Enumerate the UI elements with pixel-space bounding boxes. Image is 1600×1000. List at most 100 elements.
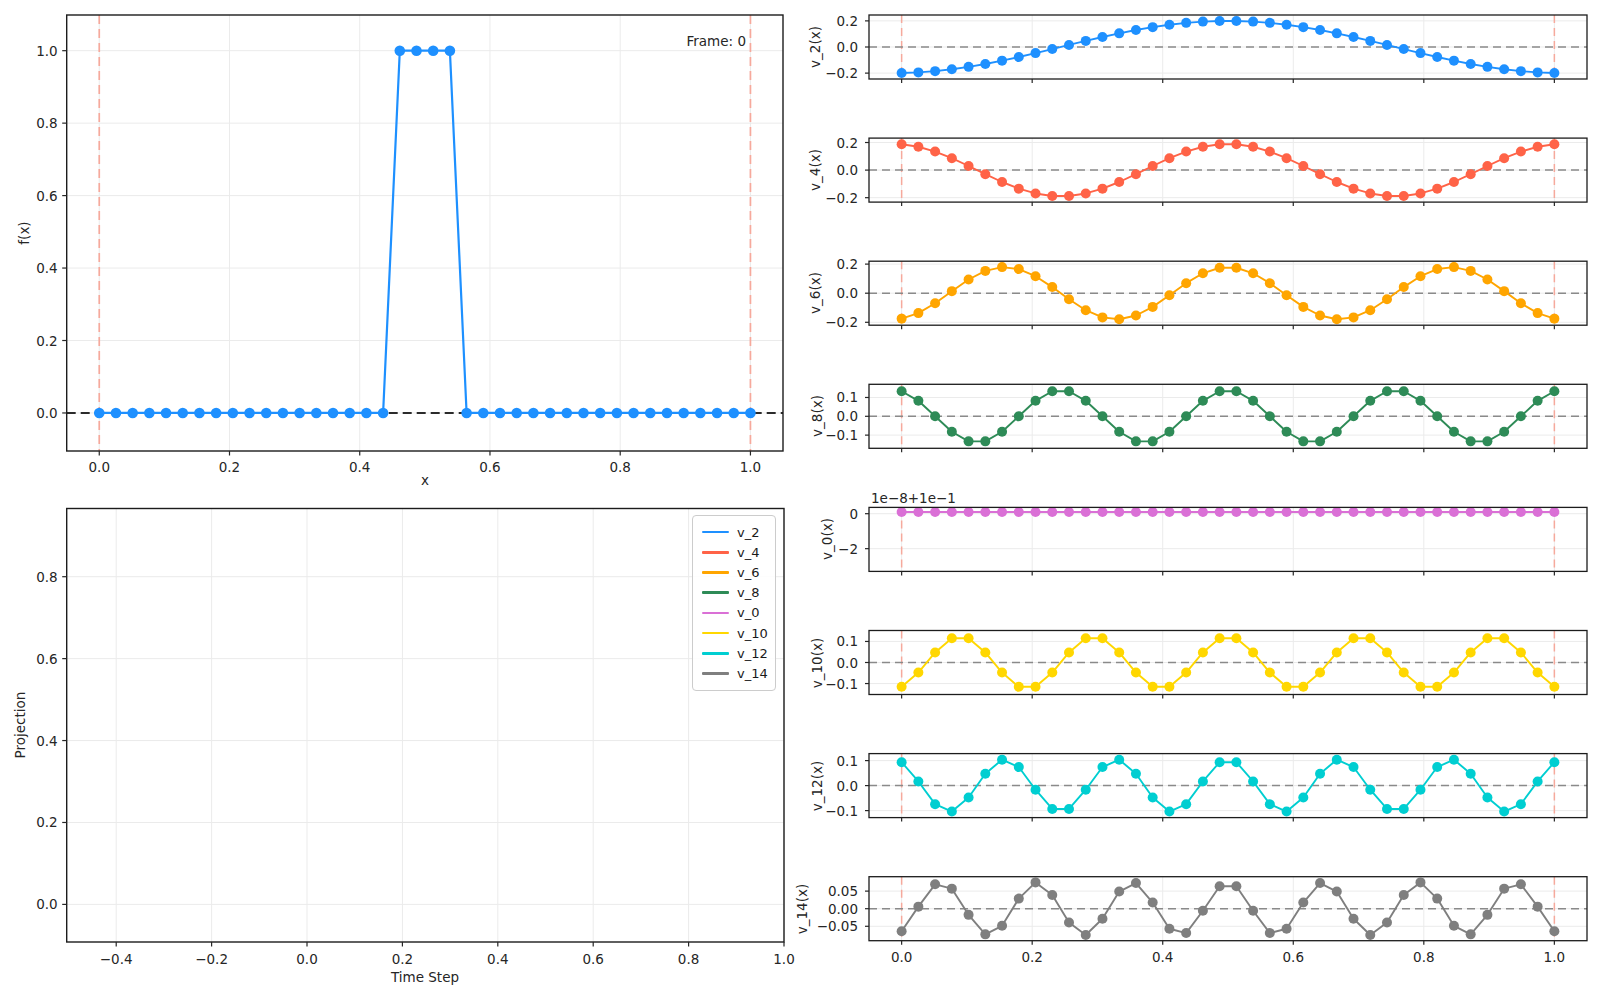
fx-xtick: 0.8 — [609, 459, 630, 475]
legend-line-sample — [702, 632, 729, 635]
projection-ytick: 0.0 — [36, 896, 57, 912]
legend-entry: v_0 — [702, 603, 775, 623]
legend-line-sample — [702, 551, 729, 554]
v_4-ytick: 0.0 — [837, 162, 858, 178]
fx-xtick: 1.0 — [740, 459, 761, 475]
legend-label: v_12 — [737, 646, 768, 661]
v0-ylabel: v_0(x) — [819, 518, 835, 560]
fx-ytick: 0.0 — [36, 405, 57, 421]
v12-ylabel: v_12(x) — [809, 761, 825, 811]
v8-ylabel: v_8(x) — [809, 395, 825, 437]
fx-xtick: 0.2 — [219, 459, 240, 475]
v_0-ytick: −2 — [838, 541, 858, 557]
basis-xtick: 0.6 — [1283, 949, 1304, 965]
legend-label: v_4 — [737, 545, 759, 560]
legend-entry: v_2 — [702, 522, 775, 542]
timestep-xlabel: Time Step — [391, 969, 459, 985]
v_4-ticks — [865, 143, 1554, 207]
legend-line-sample — [702, 672, 729, 675]
v_14-ytick: 0.00 — [828, 901, 858, 917]
v_12-ytick: 0.0 — [837, 778, 858, 794]
v_6-ytick: 0.2 — [837, 256, 858, 272]
v_6-ticks — [865, 264, 1554, 329]
fx-ytick: 0.4 — [36, 260, 57, 276]
v_2-ytick: −0.2 — [825, 65, 858, 81]
legend-entry: v_4 — [702, 542, 775, 562]
v_10-ytick: −0.1 — [825, 676, 858, 692]
v2-ylabel: v_2(x) — [807, 26, 823, 68]
fx-ytick: 0.6 — [36, 188, 57, 204]
v_2-ytick: 0.2 — [837, 13, 858, 29]
legend-label: v_2 — [737, 525, 759, 540]
v10-ylabel: v_10(x) — [809, 638, 825, 688]
fx-xtick: 0.0 — [89, 459, 110, 475]
v_8-ytick: −0.1 — [825, 427, 858, 443]
basis-xtick: 1.0 — [1544, 949, 1565, 965]
v_12-ytick: 0.1 — [837, 753, 858, 769]
basis-xtick: 0.0 — [891, 949, 912, 965]
fx-xtick: 0.6 — [479, 459, 500, 475]
projection-xtick: 0.8 — [678, 951, 699, 967]
projection-xtick: 0.4 — [487, 951, 508, 967]
fx-content — [67, 15, 783, 451]
v_8-ytick: 0.0 — [837, 408, 858, 424]
frame-annotation: Frame: 0 — [687, 33, 747, 49]
fx-ytick: 1.0 — [36, 43, 57, 59]
legend-entry: v_10 — [702, 623, 775, 643]
v_12-content — [869, 754, 1587, 818]
legend-label: v_6 — [737, 565, 759, 580]
v_0-content — [869, 507, 1587, 571]
v_0-grid — [869, 507, 1587, 571]
v_12-ticks — [865, 761, 1554, 822]
legend-entry: v_6 — [702, 562, 775, 582]
legend-label: v_8 — [737, 585, 759, 600]
projection-ticks — [62, 577, 784, 947]
projection-grid — [67, 509, 784, 943]
projection-xtick: −0.4 — [100, 951, 133, 967]
projection-content — [67, 509, 784, 943]
v_8-ytick: 0.1 — [837, 389, 858, 405]
projection-ytick: 0.6 — [36, 651, 57, 667]
projection-ytick: 0.4 — [36, 733, 57, 749]
basis-xtick: 0.8 — [1413, 949, 1434, 965]
plots-canvas — [0, 0, 1600, 1000]
projection-ytick: 0.2 — [36, 814, 57, 830]
v_14-ytick: −0.05 — [817, 918, 858, 934]
legend-label: v_14 — [737, 666, 768, 681]
v_14-ytick: 0.05 — [828, 883, 858, 899]
projection-ytick: 0.8 — [36, 569, 57, 585]
v_4-ytick: 0.2 — [837, 135, 858, 151]
v_2-ticks — [865, 21, 1554, 83]
v6-ylabel: v_6(x) — [807, 272, 823, 314]
v_6-ytick: 0.0 — [837, 285, 858, 301]
v_6-ytick: −0.2 — [825, 314, 858, 330]
legend-entry: v_12 — [702, 643, 775, 663]
legend-entry: v_8 — [702, 583, 775, 603]
projection-xtick: 0.0 — [296, 951, 317, 967]
v_12-ytick: −0.1 — [825, 803, 858, 819]
v_0-ticks — [865, 514, 1554, 576]
legend-line-sample — [702, 612, 729, 615]
legend-line-sample — [702, 571, 729, 574]
legend-entry: v_14 — [702, 663, 775, 683]
v14-ylabel: v_14(x) — [794, 884, 810, 934]
fx-xtick: 0.4 — [349, 459, 370, 475]
projection-xtick: 1.0 — [773, 951, 794, 967]
v_4-ytick: −0.2 — [825, 190, 858, 206]
legend-label: v_0 — [737, 605, 759, 620]
projection-xtick: 0.2 — [392, 951, 413, 967]
v_0-ytick: 0 — [849, 506, 858, 522]
legend-line-sample — [702, 652, 729, 655]
legend-label: v_10 — [737, 626, 768, 641]
v_2-ytick: 0.0 — [837, 39, 858, 55]
v_10-ytick: 0.0 — [837, 655, 858, 671]
figure: Frame: 0 f(x) x Projection Time Step v_2… — [0, 0, 1600, 1000]
legend-line-sample — [702, 531, 729, 534]
fx-ytick: 0.2 — [36, 333, 57, 349]
legend: v_2 v_4 v_6 v_8 v_0 v_10 v_12 v_14 — [692, 515, 776, 691]
v_4-content — [869, 138, 1587, 202]
fx-grid — [67, 15, 783, 451]
v_10-ytick: 0.1 — [837, 633, 858, 649]
fx-xlabel: x — [421, 472, 429, 488]
basis-xtick: 0.4 — [1152, 949, 1173, 965]
